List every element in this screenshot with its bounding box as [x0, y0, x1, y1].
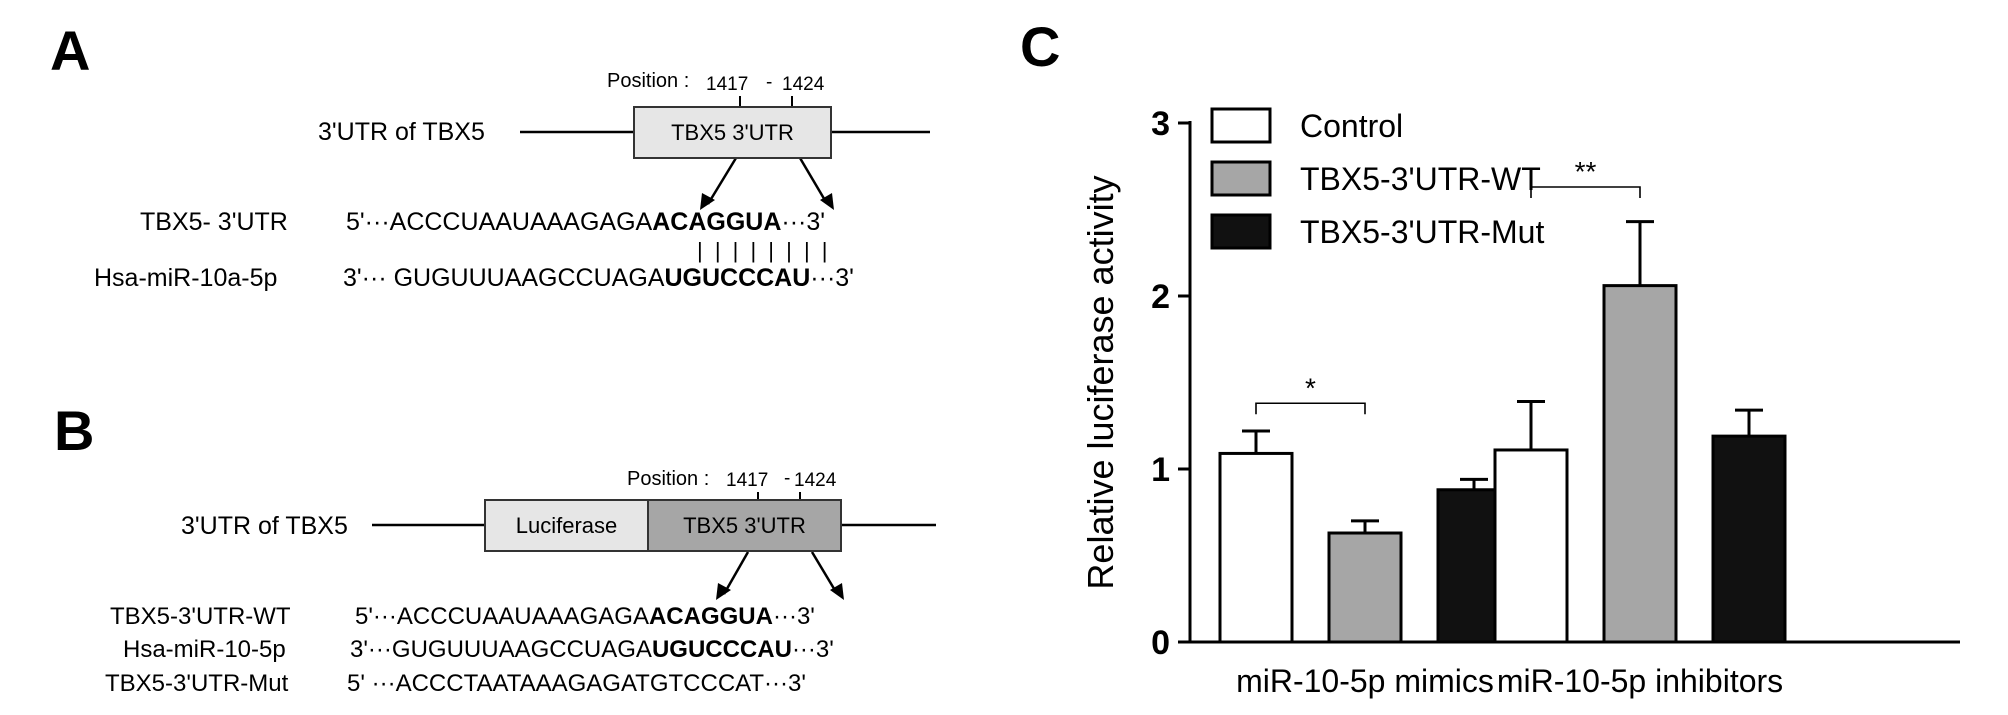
legend-label: TBX5-3'UTR-WT — [1300, 161, 1541, 197]
panel-a-position-label: Position : — [607, 70, 690, 92]
panel-b-row1-bold: ACAGGUA — [648, 603, 773, 630]
panel-a-pos-sep: - — [766, 72, 773, 93]
significance-marker: * — [1305, 372, 1316, 403]
y-tick-label: 3 — [1151, 105, 1170, 143]
y-axis-label: Relative luciferase activity — [1080, 175, 1121, 589]
panel-b-row1-seq: 5'···ACCCUAAUAAAGAGAACAGGUA···3' — [355, 603, 815, 631]
bar — [1602, 284, 1678, 644]
legend-label: TBX5-3'UTR-Mut — [1300, 214, 1544, 250]
legend-swatch — [1210, 107, 1272, 144]
y-tick-label: 1 — [1151, 451, 1170, 489]
panel-b-pos-end: 1424 — [794, 470, 837, 491]
panel-c-letter: C — [1020, 15, 1061, 78]
panel-a-row1-bold: ACAGGUA — [652, 208, 782, 236]
panel-b-tbx5-utr-box: TBX5 3'UTR — [647, 499, 842, 552]
x-category-label: miR-10-5p inhibitors — [1497, 663, 1783, 699]
panel-b-tbx5-utr-box-label: TBX5 3'UTR — [683, 512, 806, 538]
panel-b-row2-suffix: ···3' — [791, 636, 834, 663]
panel-a-utr-label: 3'UTR of TBX5 — [318, 118, 485, 146]
panel-b-row1-suffix: ···3' — [772, 603, 815, 630]
panel-b-row3-label: TBX5-3'UTR-Mut — [105, 670, 289, 697]
panel-b-utr-label: 3'UTR of TBX5 — [181, 512, 348, 540]
y-tick-label: 2 — [1151, 278, 1170, 316]
panel-a-row2-label: Hsa-miR-10a-5p — [94, 264, 278, 292]
legend-swatch — [1210, 213, 1272, 250]
panel-a-row1-seq: 5'···ACCCUAAUAAAGAGAACAGGUA···3' — [346, 208, 825, 237]
panel-a-row1-prefix: 5'···ACCCUAAUAAAGAGA — [346, 208, 653, 236]
panel-a-row2-bold: UGUCCCAU — [664, 264, 811, 292]
panel-a-tbx5-utr-box-label: TBX5 3'UTR — [671, 119, 794, 145]
panel-b-row2-seq: 3'···GUGUUUAAGCCUAGAUGUCCCAU···3' — [350, 636, 834, 664]
panel-b-row2-label: Hsa-miR-10-5p — [123, 636, 286, 663]
y-tick-label: 0 — [1151, 624, 1170, 662]
panel-a-pos-start: 1417 — [706, 74, 749, 95]
panel-b-row2-prefix: 3'···GUGUUUAAGCCUAGA — [350, 636, 652, 663]
panel-a-row2-suffix: ···3' — [810, 264, 854, 292]
bar — [1218, 451, 1294, 644]
bar — [1493, 448, 1569, 644]
panel-a-letter: A — [50, 19, 91, 82]
panel-b-row3-seq: 5' ···ACCCTAATAAAGAGATGTCCCAT···3' — [347, 670, 806, 697]
legend-swatch — [1210, 160, 1272, 197]
panel-a-row1-label: TBX5- 3'UTR — [140, 208, 288, 236]
significance-bracket — [1530, 186, 1641, 199]
panel-b-row1-label: TBX5-3'UTR-WT — [110, 603, 291, 630]
panel-a-pos-end: 1424 — [782, 74, 825, 95]
panel-b-row2-bold: UGUCCCAU — [651, 636, 792, 663]
panel-a-row2-seq: 3'··· GUGUUUAAGCCUAGAUGUCCCAU···3' — [343, 264, 854, 293]
panel-a-tbx5-utr-box: TBX5 3'UTR — [633, 106, 832, 159]
panel-a-row2-prefix: 3'··· GUGUUUAAGCCUAGA — [343, 264, 665, 292]
panel-b-row1-prefix: 5'···ACCCUAAUAAAGAGA — [355, 603, 649, 630]
panel-b-position-label: Position : — [627, 468, 710, 490]
panel-b-pos-sep: - — [784, 468, 791, 489]
panel-a-row1-suffix: ···3' — [781, 208, 826, 236]
panel-a-construct-lines — [520, 96, 930, 210]
significance-marker: ** — [1575, 156, 1597, 187]
panel-a-pairing: | | | | | | | | — [697, 238, 831, 263]
bar — [1327, 531, 1403, 644]
panel-b-letter: B — [54, 399, 95, 462]
significance-bracket — [1255, 402, 1366, 415]
legend-label: Control — [1300, 108, 1403, 144]
panel-b-luciferase-box-label: Luciferase — [515, 512, 618, 538]
panel-b-construct-lines — [372, 492, 936, 600]
bar — [1711, 434, 1787, 644]
x-category-label: miR-10-5p mimics — [1236, 663, 1494, 699]
panel-b-pos-start: 1417 — [726, 470, 769, 491]
panel-b-luciferase-box: Luciferase — [484, 499, 649, 552]
